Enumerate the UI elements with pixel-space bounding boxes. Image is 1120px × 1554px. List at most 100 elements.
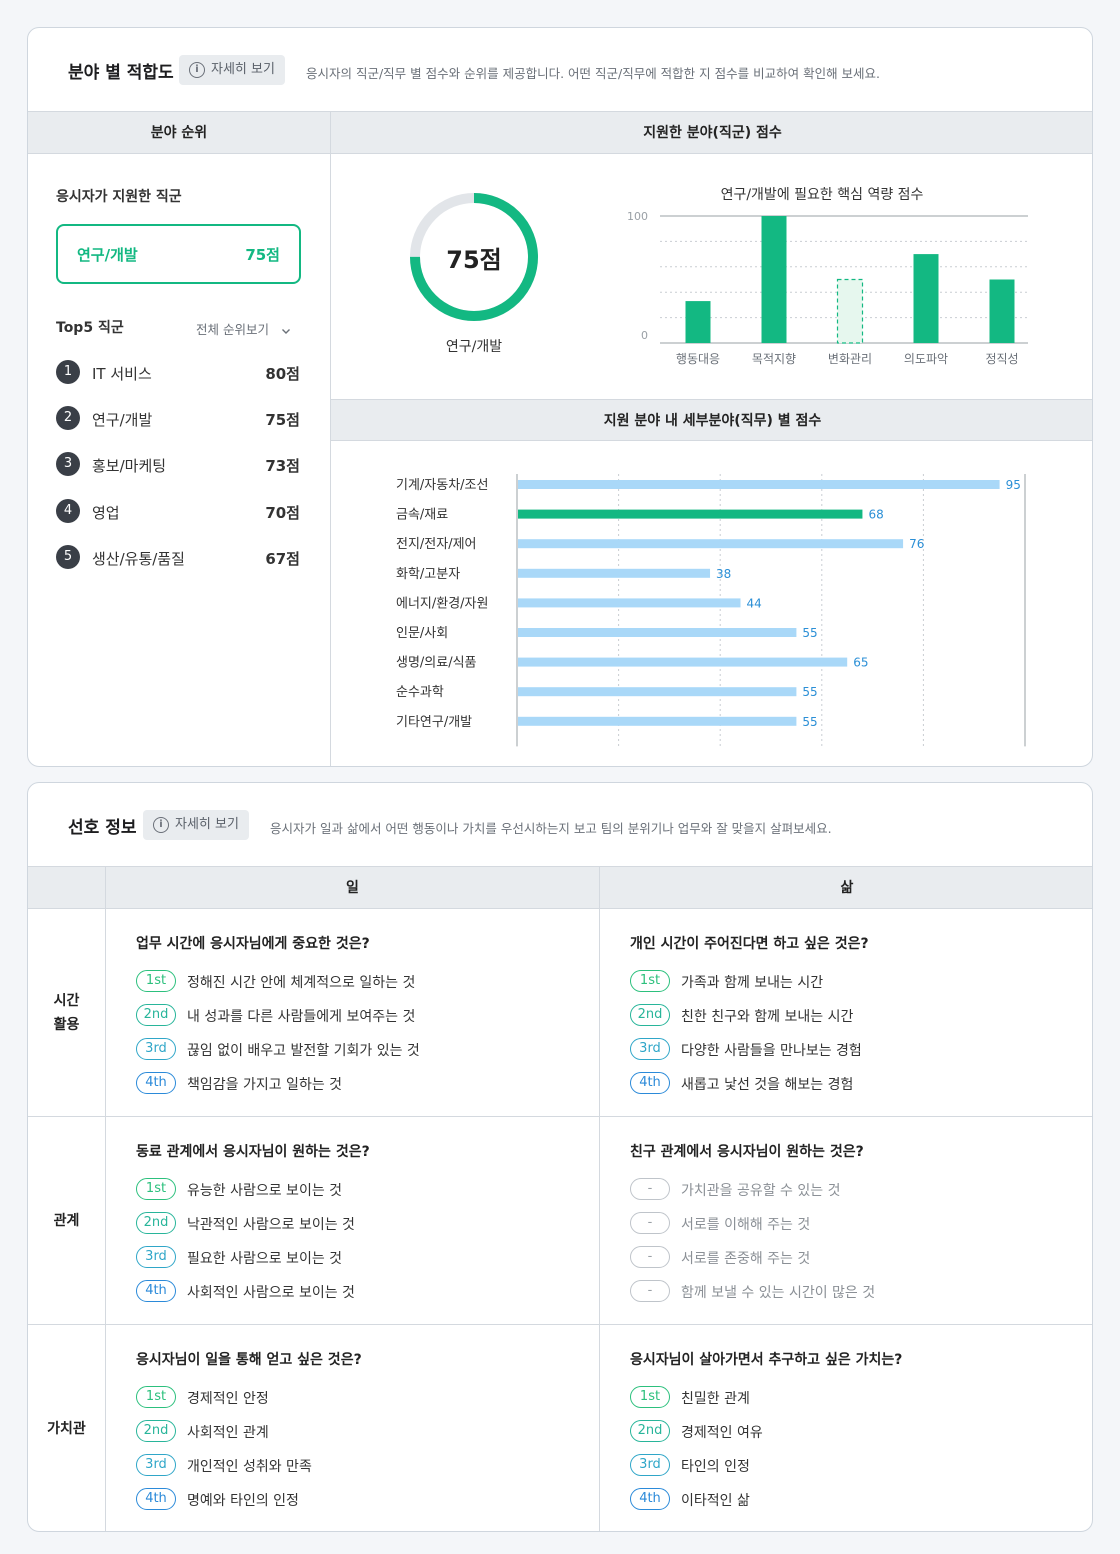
row-label: 시간 활용: [28, 989, 105, 1037]
applied-job-box: 연구/개발 75점: [56, 224, 301, 284]
score-donut: [410, 193, 538, 321]
category-label: 전지/전자/제어: [396, 537, 477, 552]
life-question: 응시자님이 살아가면서 추구하고 싶은 가치는?: [630, 1352, 903, 1368]
detail-bar: [518, 657, 848, 667]
top5-label: Top5 직군: [56, 320, 124, 336]
donut-label: 연구/개발: [445, 339, 503, 355]
rank-badge: 2nd: [630, 1004, 670, 1026]
detail-bar: [518, 687, 797, 697]
rank-number: 1: [56, 360, 80, 384]
rank-badge: 3rd: [136, 1246, 176, 1268]
donut-progress: [410, 193, 538, 321]
answer-text: 경제적인 여유: [681, 1425, 763, 1441]
competency-bar: [989, 279, 1015, 343]
rank-badge: 2nd: [630, 1420, 670, 1442]
all-rank-label: 전체 순위보기: [196, 322, 269, 337]
preference-detail-label: 자세히 보기: [175, 817, 239, 832]
top5-item: 2 연구/개발 75점: [56, 405, 300, 431]
all-rank-toggle[interactable]: 전체 순위보기: [196, 319, 291, 338]
rank-badge: 4th: [136, 1488, 176, 1510]
detail-bar: [518, 480, 1000, 489]
category-label: 에너지/환경/자원: [396, 596, 488, 611]
competency-bar: [913, 254, 939, 343]
answer-text: 다양한 사람들을 만나보는 경험: [681, 1043, 862, 1059]
rank-badge: 3rd: [136, 1038, 176, 1060]
category-label: 순수과학: [396, 685, 444, 700]
answer-text: 타인의 인정: [681, 1459, 750, 1475]
rank-number: 5: [56, 545, 80, 569]
answer-text: 친밀한 관계: [681, 1391, 750, 1407]
answer-text: 책임감을 가지고 일하는 것: [187, 1077, 343, 1093]
rank-badge: 4th: [136, 1072, 176, 1094]
work-column-header: 일: [106, 867, 599, 909]
info-icon: i: [153, 817, 169, 833]
rank-number: 3: [56, 452, 80, 476]
answer-text: 명예와 타인의 인정: [187, 1493, 299, 1509]
category-label: 생명/의료/식품: [396, 656, 477, 671]
rank-score: 67점: [265, 550, 300, 568]
preference-title: 선호 정보: [68, 818, 137, 838]
rank-badge: 2nd: [136, 1212, 176, 1234]
rank-name: IT 서비스: [92, 365, 152, 383]
fit-description: 응시자의 직군/직무 별 점수와 순위를 제공합니다. 어떤 직군/직무에 적합…: [306, 66, 881, 81]
rank-name: 홍보/마케팅: [92, 457, 167, 475]
answer-text: 사회적인 관계: [187, 1425, 269, 1441]
bar-value-label: 44: [747, 596, 762, 610]
table-corner-cell: [28, 867, 105, 909]
score-section-header: 지원한 분야(직군) 점수: [331, 112, 1092, 154]
rank-name: 연구/개발: [92, 411, 153, 429]
top5-item: 4 영업 70점: [56, 498, 300, 524]
answer-text: 유능한 사람으로 보이는 것: [187, 1183, 343, 1199]
rank-badge: 1st: [136, 1386, 176, 1408]
rank-badge: 3rd: [630, 1454, 670, 1476]
competency-bar: [836, 278, 864, 344]
rank-badge: 3rd: [136, 1454, 176, 1476]
rank-badge: 4th: [630, 1488, 670, 1510]
column-divider: [330, 112, 331, 766]
top5-item: 1 IT 서비스 80점: [56, 359, 300, 385]
row-label: 가치관: [28, 1417, 105, 1441]
row-divider: [28, 1116, 1092, 1117]
answer-text: 필요한 사람으로 보이는 것: [187, 1251, 343, 1267]
rank-badge: 1st: [136, 1178, 176, 1200]
category-label: 기계/자동차/조선: [396, 478, 488, 493]
x-tick-label: 정직성: [985, 352, 1018, 366]
answer-text: 가족과 함께 보내는 시간: [681, 975, 824, 991]
rank-number: 4: [56, 499, 80, 523]
preference-card: 선호 정보 i 자세히 보기 응시자가 일과 삶에서 어떤 행동이나 가치를 우…: [27, 782, 1093, 1532]
detail-bar: [518, 568, 711, 578]
rank-score: 80점: [265, 365, 300, 383]
fit-card: 분야 별 적합도 i 자세히 보기 응시자의 직군/직무 별 점수와 순위를 제…: [27, 27, 1093, 767]
fit-detail-label: 자세히 보기: [211, 62, 275, 77]
applied-job-name: 연구/개발: [77, 246, 138, 264]
rank-score: 75점: [265, 411, 300, 429]
category-label: 인문/사회: [396, 626, 448, 641]
table-divider: [599, 867, 600, 1531]
preference-detail-button[interactable]: i 자세히 보기: [143, 810, 249, 840]
answer-text: 서로를 이해해 주는 것: [681, 1217, 811, 1233]
detail-section-header: 지원 분야 내 세부분야(직무) 별 점수: [331, 399, 1092, 441]
rank-badge: 1st: [136, 970, 176, 992]
category-label: 기타연구/개발: [396, 715, 472, 730]
rank-badge: -: [630, 1280, 670, 1302]
answer-text: 개인적인 성취와 만족: [187, 1459, 312, 1475]
detail-bar: [518, 539, 904, 549]
detail-bar: [518, 628, 797, 637]
row-label-line: 활용: [53, 1016, 80, 1033]
life-column-header: 삶: [600, 867, 1092, 909]
fit-card-header: 분야 별 적합도 i 자세히 보기 응시자의 직군/직무 별 점수와 순위를 제…: [28, 28, 1092, 112]
bar-value-label: 68: [868, 508, 883, 522]
fit-detail-button[interactable]: i 자세히 보기: [179, 55, 285, 85]
rank-name: 영업: [92, 504, 120, 522]
chevron-down-icon: [281, 328, 290, 334]
life-question: 개인 시간이 주어진다면 하고 싶은 것은?: [630, 936, 869, 952]
detail-bar-chart: 기계/자동차/조선 95 금속/재료 68 전지/전자/제어 76 화학/고분자 38 에너지/…: [396, 474, 1026, 747]
row-label-line: 관계: [53, 1212, 80, 1229]
bar-value-label: 38: [716, 567, 731, 581]
bar-value-label: 76: [909, 537, 924, 551]
x-tick-label: 변화관리: [828, 352, 872, 366]
detail-bar: [518, 598, 741, 608]
y-tick-label: 0: [641, 329, 648, 342]
work-question: 동료 관계에서 응시자님이 원하는 것은?: [136, 1144, 370, 1160]
rank-number: 2: [56, 406, 80, 430]
